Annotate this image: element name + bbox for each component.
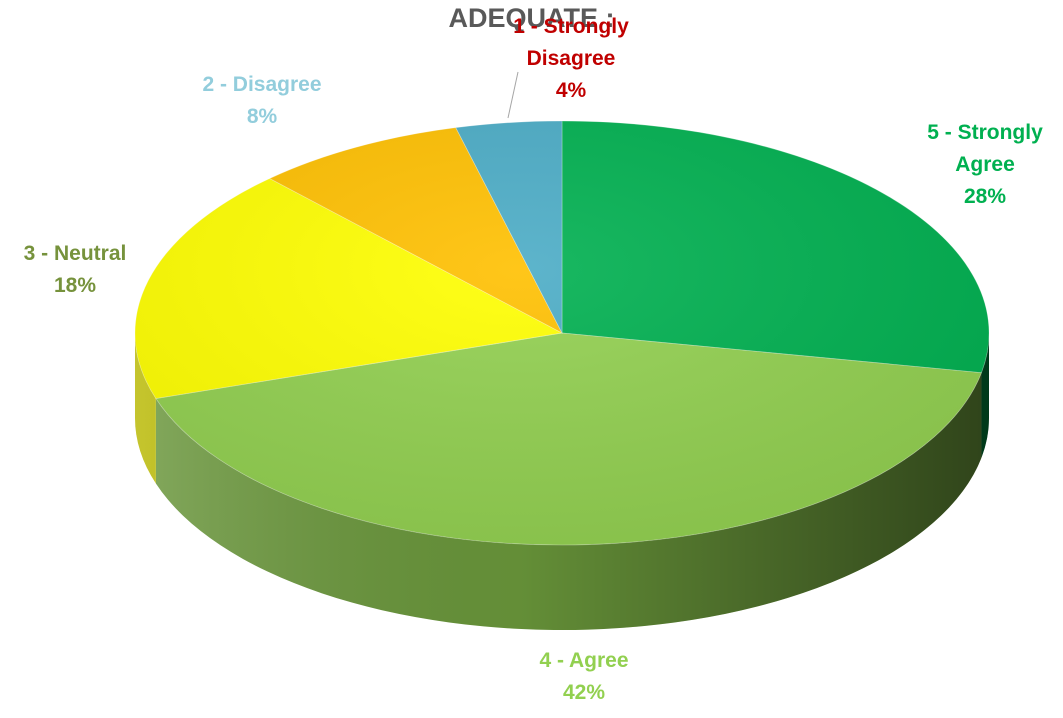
data-label-2-disagree: 2 - Disagree 8% (202, 69, 321, 133)
data-label-percent: 28% (963, 185, 1007, 208)
pie-side-shade-overlay (135, 333, 989, 630)
data-label-5-strongly-agree: 5 - Strongly Agree 28% (927, 117, 1043, 213)
data-label-category-text: Agree (955, 153, 1015, 176)
data-label-1-strongly-disagree: 1 - Strongly Disagree 4% (513, 11, 629, 107)
data-label-category-text: 5 - Strongly (927, 121, 1043, 144)
data-label-category-text: 4 - Agree (539, 649, 629, 672)
data-label-percent: 8% (246, 105, 278, 128)
data-label-3-neutral: 3 - Neutral 18% (24, 238, 127, 302)
leader-line-1-strongly-disagree (507, 71, 519, 119)
pie-leader-lines (507, 71, 519, 119)
data-label-percent: 18% (53, 274, 97, 297)
data-label-percent: 42% (562, 681, 606, 704)
chart-title: ADEQUATE : (448, 3, 615, 33)
data-label-category-text: 2 - Disagree (202, 73, 322, 96)
data-label-category-text: 1 - Strongly (513, 15, 629, 38)
data-label-4-agree: 4 - Agree 42% (539, 645, 628, 709)
pie-top (134, 120, 990, 546)
pie-side-shading (135, 333, 989, 630)
data-label-category-text: 3 - Neutral (23, 242, 127, 265)
pie-top-shade-overlay (135, 121, 989, 545)
data-label-category-text: Disagree (526, 47, 616, 70)
data-label-percent: 4% (555, 79, 587, 102)
